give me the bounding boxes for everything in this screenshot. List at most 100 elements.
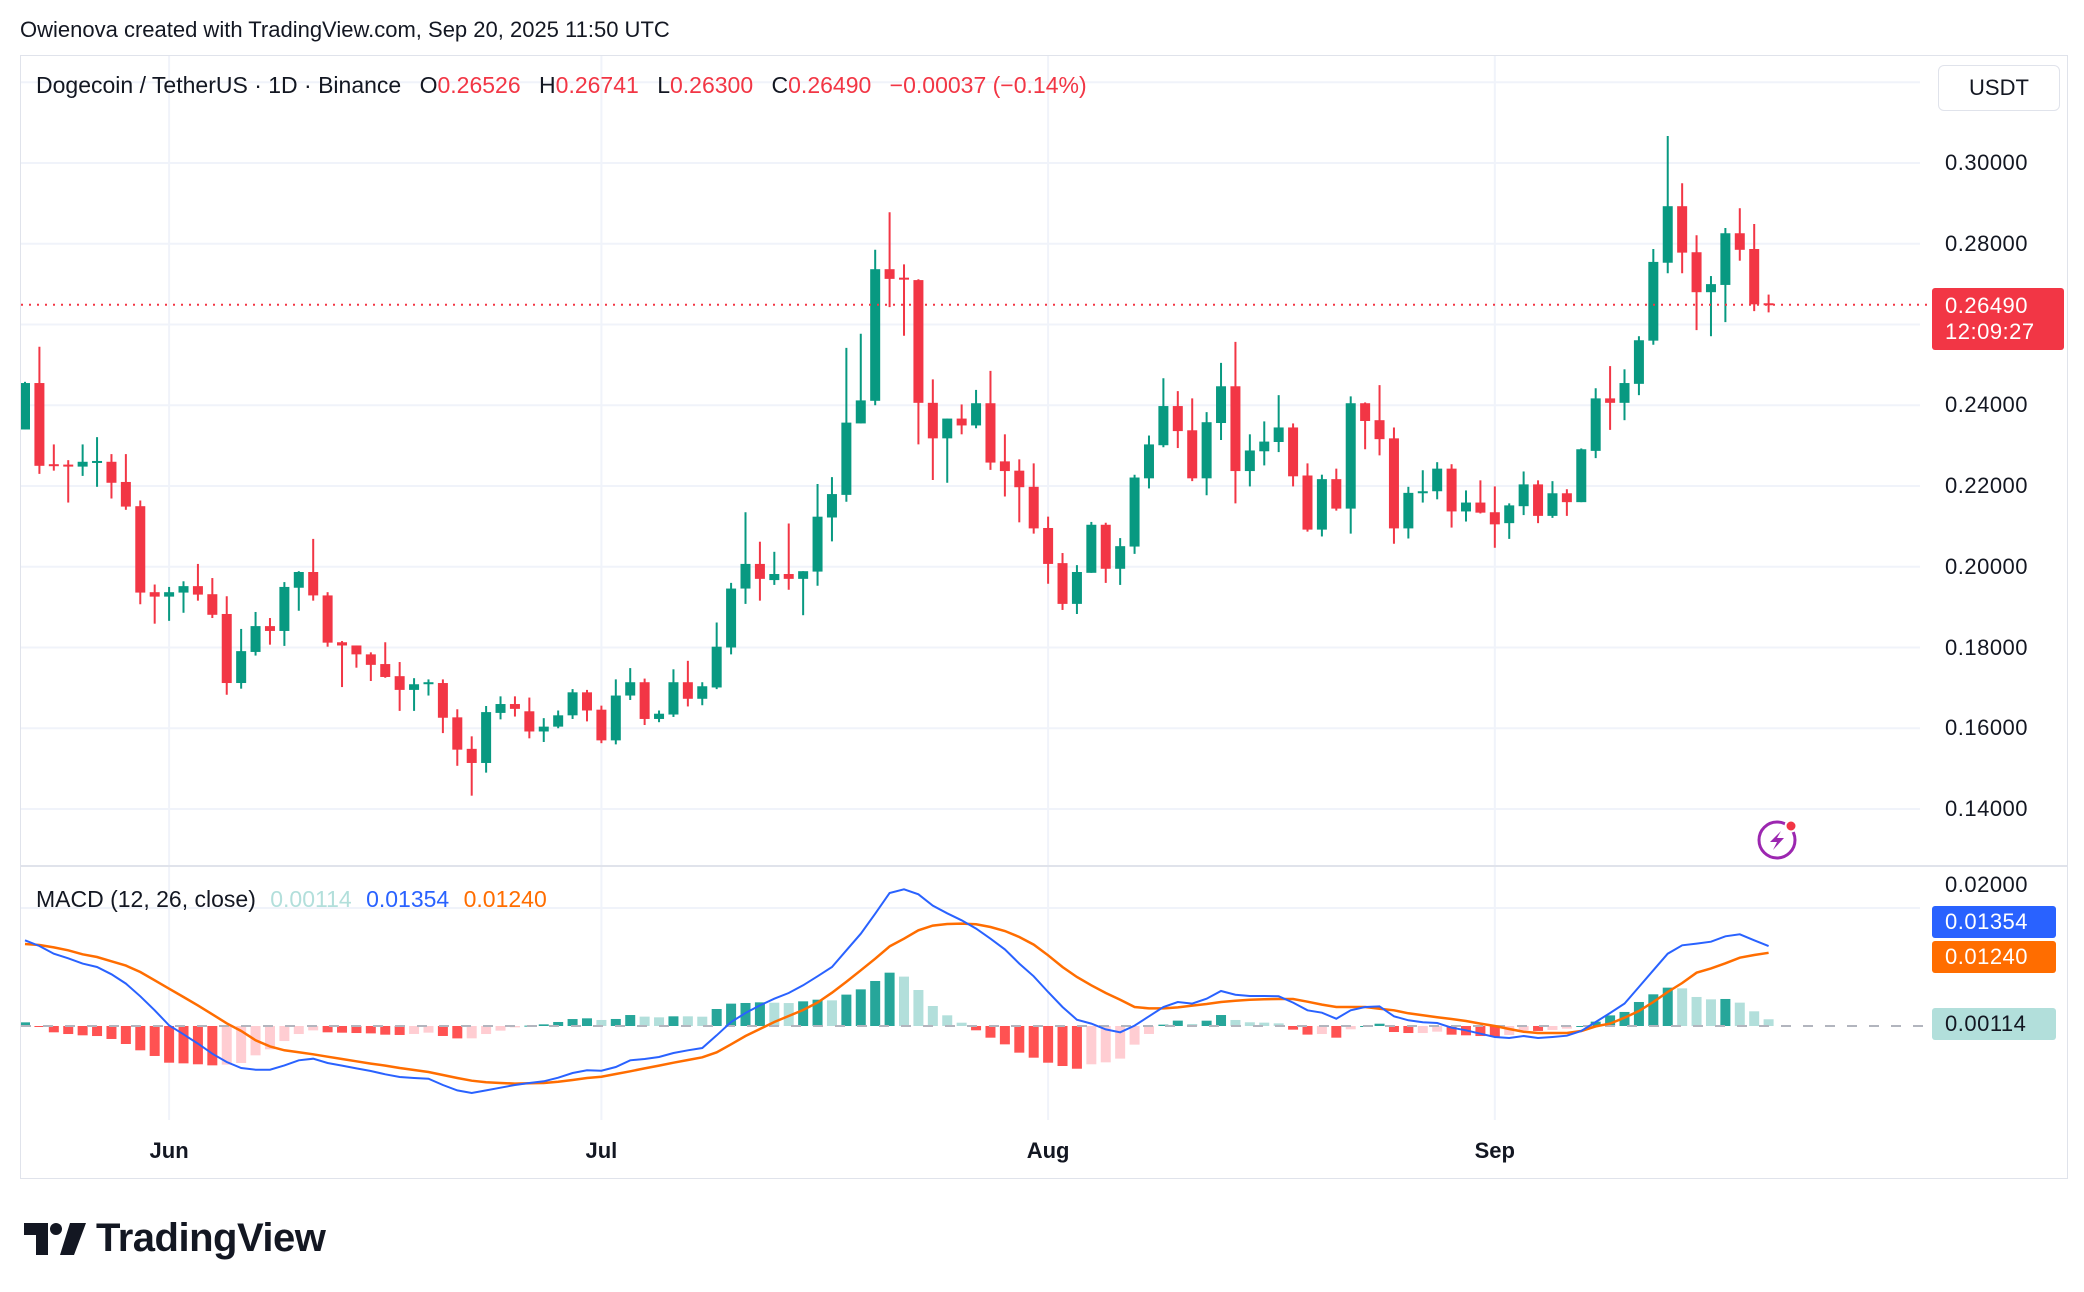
histogram-bar bbox=[1259, 1022, 1270, 1026]
candle-body bbox=[1705, 284, 1716, 293]
candle-body bbox=[524, 711, 535, 732]
candle bbox=[1403, 486, 1414, 539]
candle-body bbox=[711, 646, 722, 688]
histogram-bar bbox=[942, 1015, 953, 1026]
candle-body bbox=[351, 645, 362, 655]
candle bbox=[985, 370, 996, 470]
attribution-text: Owienova created with TradingView.com, S… bbox=[20, 17, 670, 42]
bar-countdown: 12:09:27 bbox=[1945, 319, 2035, 344]
candle bbox=[1605, 366, 1616, 430]
candle bbox=[365, 652, 376, 682]
histogram-bar bbox=[581, 1018, 592, 1026]
candle-body bbox=[956, 418, 967, 426]
candle-body bbox=[1302, 475, 1313, 530]
candle bbox=[1115, 538, 1126, 585]
histogram-bar bbox=[481, 1026, 492, 1035]
candle bbox=[1749, 223, 1760, 312]
macd-legend[interactable]: MACD (12, 26, close) 0.00114 0.01354 0.0… bbox=[36, 886, 547, 913]
candle-body bbox=[481, 712, 492, 763]
candle-body bbox=[120, 481, 131, 507]
histogram-bar bbox=[1158, 1024, 1169, 1026]
candle bbox=[610, 679, 621, 745]
candle bbox=[337, 641, 348, 688]
histogram-bar bbox=[798, 1001, 809, 1026]
signal-line bbox=[24, 922, 1769, 1085]
candle-body bbox=[567, 692, 578, 716]
candle bbox=[668, 669, 679, 717]
candle-body bbox=[855, 400, 866, 424]
candle-body bbox=[625, 682, 636, 696]
candle-body bbox=[1316, 479, 1327, 530]
macd-axis-label: 0.02000 bbox=[1945, 872, 2029, 897]
candle-body bbox=[1417, 491, 1428, 494]
candle bbox=[855, 333, 866, 424]
candle-body bbox=[596, 709, 607, 741]
candle bbox=[1504, 503, 1515, 539]
candle bbox=[826, 477, 837, 542]
candle-body bbox=[1691, 252, 1702, 293]
candle bbox=[178, 581, 189, 613]
candle-body bbox=[971, 403, 982, 426]
candle bbox=[1590, 388, 1601, 459]
histogram-bar bbox=[466, 1026, 477, 1039]
candle-body bbox=[726, 588, 737, 648]
candle bbox=[1216, 362, 1227, 440]
macd-title[interactable]: MACD (12, 26, close) bbox=[36, 886, 256, 912]
histogram-bar bbox=[1705, 999, 1716, 1026]
candle-body bbox=[553, 715, 564, 727]
time-axis-label: Jun bbox=[149, 1138, 189, 1163]
candle bbox=[1648, 248, 1659, 345]
histogram-bar bbox=[1561, 1026, 1572, 1029]
candle bbox=[63, 460, 74, 503]
candle-body bbox=[1677, 206, 1688, 253]
candle-body bbox=[48, 464, 59, 467]
candle-body bbox=[841, 422, 852, 495]
candle bbox=[509, 696, 520, 717]
tradingview-logo[interactable]: TradingView bbox=[24, 1216, 326, 1261]
histogram-bar bbox=[351, 1026, 362, 1034]
histogram-bar bbox=[1489, 1026, 1500, 1037]
candle bbox=[351, 645, 362, 668]
candle bbox=[1619, 369, 1630, 421]
candle bbox=[1475, 480, 1486, 514]
candle bbox=[1720, 228, 1731, 323]
histogram-bar bbox=[1302, 1026, 1313, 1035]
histogram-bar bbox=[1388, 1026, 1399, 1033]
candle-body bbox=[1533, 484, 1544, 516]
candle-body bbox=[1071, 571, 1082, 604]
histogram-bar bbox=[740, 1002, 751, 1026]
last-price-value: 0.26490 bbox=[1945, 293, 2029, 318]
currency-button[interactable]: USDT bbox=[1938, 65, 2060, 111]
high-value: 0.26741 bbox=[555, 72, 639, 98]
price-axis-label: 0.16000 bbox=[1945, 715, 2029, 741]
candle-body bbox=[1100, 524, 1111, 569]
candle-body bbox=[1461, 502, 1471, 512]
close-label: C bbox=[771, 72, 789, 98]
candle-body bbox=[264, 626, 275, 631]
candle bbox=[1561, 489, 1572, 516]
candle bbox=[466, 736, 477, 796]
candle bbox=[77, 444, 88, 476]
histogram-bar bbox=[293, 1026, 304, 1035]
lightning-bolt-icon[interactable] bbox=[1757, 819, 1798, 860]
candle bbox=[567, 689, 578, 719]
symbol-legend[interactable]: Dogecoin / TetherUS · 1D · Binance O0.26… bbox=[36, 72, 1087, 99]
candle bbox=[596, 705, 607, 744]
candle-body bbox=[236, 651, 247, 684]
candle bbox=[581, 689, 592, 722]
histogram-bar bbox=[567, 1019, 578, 1026]
histogram-bar bbox=[1273, 1023, 1284, 1026]
histogram-bar bbox=[711, 1009, 722, 1026]
candle bbox=[754, 541, 765, 601]
histogram-bar bbox=[236, 1026, 247, 1063]
histogram-bar bbox=[380, 1026, 391, 1035]
last-price-tag: 0.26490 12:09:27 bbox=[1932, 288, 2064, 350]
time-axis-label: Aug bbox=[1026, 1138, 1070, 1163]
candle-body bbox=[769, 574, 780, 581]
close-value: 0.26490 bbox=[788, 72, 872, 98]
histogram-bar bbox=[495, 1026, 506, 1031]
symbol-title[interactable]: Dogecoin / TetherUS · 1D · Binance bbox=[36, 72, 402, 98]
candle-body bbox=[1201, 422, 1212, 479]
candle bbox=[1028, 463, 1039, 534]
